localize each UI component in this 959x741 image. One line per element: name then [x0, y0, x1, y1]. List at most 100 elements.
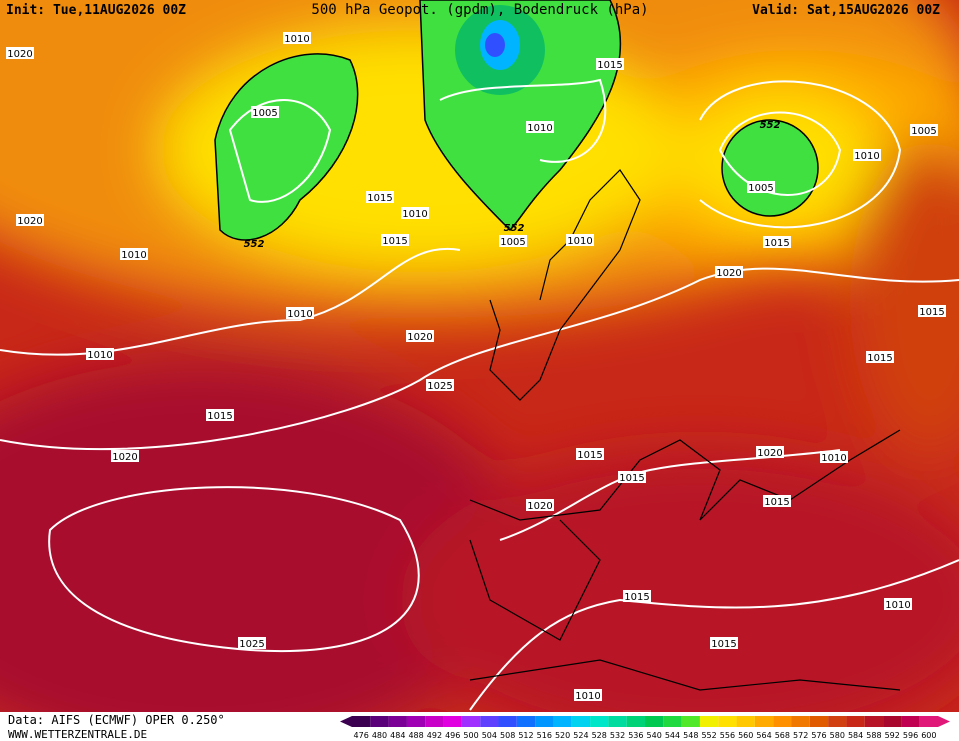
- legend-swatch: [736, 716, 755, 727]
- isobar-label: 1015: [867, 353, 892, 364]
- legend-value: 480: [372, 731, 387, 740]
- isobar-label: 1020: [757, 448, 782, 459]
- isobar-label: 1020: [527, 501, 552, 512]
- isobar-label: 552: [760, 120, 781, 131]
- legend-swatch: [535, 716, 554, 727]
- legend-value: 532: [610, 731, 625, 740]
- isobar-label: 1015: [597, 60, 622, 71]
- isobar-label-bg: [366, 191, 394, 203]
- legend-swatch: [388, 716, 407, 727]
- legend-swatch: [681, 716, 700, 727]
- isobar-label: 1015: [382, 236, 407, 247]
- isobar-label: 1025: [239, 639, 264, 650]
- isobar-label-bg: [884, 598, 912, 610]
- isobar-label-bg: [756, 446, 784, 458]
- legend-value: 548: [683, 731, 698, 740]
- legend-swatch: [498, 716, 517, 727]
- isobar-label: 1015: [764, 238, 789, 249]
- legend-value: 560: [738, 731, 753, 740]
- legend-swatch: [883, 716, 902, 727]
- isobar-label: 1010: [575, 691, 600, 702]
- isobar-label: 1010: [527, 123, 552, 134]
- legend-value: 492: [427, 731, 442, 740]
- isobar-label-bg: [918, 305, 946, 317]
- isobar-label-bg: [401, 207, 429, 219]
- legend-swatch: [425, 716, 444, 727]
- legend-swatch: [754, 716, 774, 727]
- site: WWW.WETTERZENTRALE.DE: [8, 728, 147, 741]
- isobar-label-bg: [6, 47, 34, 59]
- legend-swatch: [919, 716, 938, 727]
- isobar-label-bg: [866, 351, 894, 363]
- isobar-label-bg: [820, 451, 848, 463]
- legend-value: 504: [482, 731, 497, 740]
- isobar-label-bg: [574, 689, 602, 701]
- legend-value: 596: [903, 731, 918, 740]
- legend-arrow-right: [938, 716, 950, 727]
- isobar-label-bg: [853, 149, 881, 161]
- isobar-label: 1010: [287, 309, 312, 320]
- isobar-label: 1025: [427, 381, 452, 392]
- legend-swatch: [480, 716, 499, 727]
- legend-swatch: [901, 716, 920, 727]
- isobar-label: 552: [504, 223, 525, 234]
- isobar-label-bg: [120, 248, 148, 260]
- isobar-label: 1020: [112, 452, 137, 463]
- isobar-label: 1010: [821, 453, 846, 464]
- isobar-label-bg: [206, 409, 234, 421]
- isobar-label: 552: [244, 239, 265, 250]
- legend-swatch: [461, 716, 481, 727]
- legend-swatch: [443, 716, 462, 727]
- legend-value: 588: [866, 731, 881, 740]
- isobar-label: 1015: [619, 473, 644, 484]
- isobar-label: 1015: [367, 193, 392, 204]
- isobar-label: 1010: [284, 34, 309, 45]
- legend-swatch: [828, 716, 847, 727]
- legend-value: 544: [665, 731, 680, 740]
- legend-value: 516: [537, 731, 552, 740]
- isobar-label: 1015: [624, 592, 649, 603]
- isobar-label-bg: [763, 495, 791, 507]
- legend-value: 564: [756, 731, 771, 740]
- legend-value: 508: [500, 731, 515, 740]
- legend-value: 580: [830, 731, 845, 740]
- legend-swatch: [718, 716, 737, 727]
- legend-swatch: [809, 716, 829, 727]
- isobar-label-bg: [16, 214, 44, 226]
- isobar-label-bg: [747, 181, 775, 193]
- isobar-label: 1010: [121, 250, 146, 261]
- isobar-label-bg: [111, 450, 139, 462]
- legend-swatch: [590, 716, 609, 727]
- isobar-label: 1020: [407, 332, 432, 343]
- legend-arrow-left: [340, 716, 352, 727]
- isobar-label-bg: [623, 590, 651, 602]
- isobar-label-bg: [406, 330, 434, 342]
- isobar-label-bg: [526, 499, 554, 511]
- legend-swatch: [773, 716, 792, 727]
- isobar-label-bg: [526, 121, 554, 133]
- isobar-label: 1015: [577, 450, 602, 461]
- isobar-label-bg: [576, 448, 604, 460]
- legend-swatch: [608, 716, 627, 727]
- isobar-label-bg: [381, 234, 409, 246]
- legend-value: 488: [408, 731, 423, 740]
- legend-swatch: [846, 716, 865, 727]
- legend-swatch: [352, 716, 371, 727]
- isobar-label-bg: [238, 637, 266, 649]
- legend-value: 552: [701, 731, 716, 740]
- legend-swatch: [571, 716, 591, 727]
- isobar-label: 1010: [885, 600, 910, 611]
- isobar-label: 1020: [7, 49, 32, 60]
- legend-swatch: [406, 716, 426, 727]
- isobar-label-bg: [86, 348, 114, 360]
- legend-value: 500: [463, 731, 478, 740]
- legend-value: 584: [848, 731, 863, 740]
- isobar-label-bg: [283, 32, 311, 44]
- isobar-label: 1010: [87, 350, 112, 361]
- legend-swatch: [663, 716, 682, 727]
- legend-value: 540: [647, 731, 662, 740]
- isobar-label-bg: [286, 307, 314, 319]
- legend-swatch: [699, 716, 719, 727]
- coastlines: [469, 169, 901, 691]
